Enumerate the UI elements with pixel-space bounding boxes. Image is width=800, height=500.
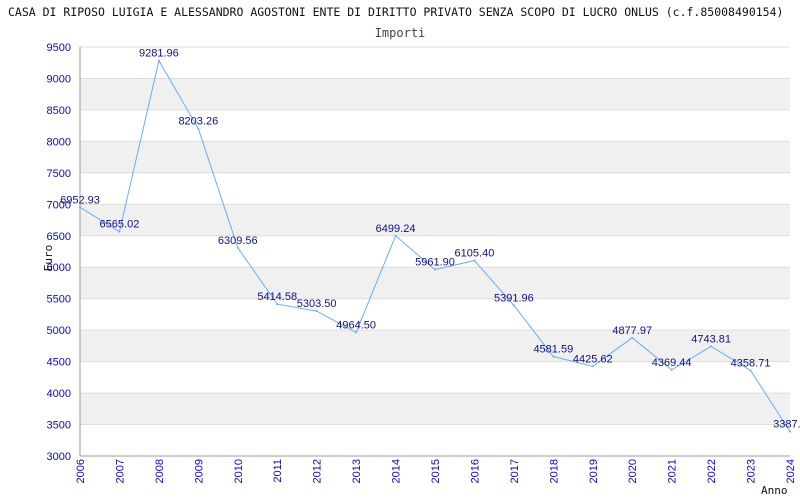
data-label: 6565.02 <box>100 219 140 231</box>
grid-band <box>80 204 790 236</box>
y-tick-label: 9000 <box>47 73 71 85</box>
y-tick-label: 4500 <box>47 357 71 369</box>
data-point <box>276 303 279 306</box>
data-point <box>197 127 200 130</box>
data-label: 4581.59 <box>533 343 573 355</box>
data-point <box>710 345 713 348</box>
data-labels: 6952.93 6565.02 9281.96 8203.26 6309.56 5414.… <box>60 48 800 431</box>
data-label: 4743.81 <box>691 333 731 345</box>
data-point <box>355 331 358 334</box>
x-tick-label: 2013 <box>351 459 363 483</box>
data-point <box>631 336 634 339</box>
y-tick-labels: 3000 3500 4000 4500 5000 5500 6000 6500 7000 7500… <box>47 42 71 463</box>
y-tick-label: 5500 <box>47 294 71 306</box>
grid-lines <box>80 46 790 457</box>
y-axis-label: Euro <box>42 245 55 272</box>
data-label: 4358.71 <box>731 358 771 370</box>
y-tick-label: 6000 <box>47 262 71 274</box>
x-tick-label: 2020 <box>627 459 639 483</box>
x-tick-label: 2014 <box>391 459 403 483</box>
x-tick-label: 2017 <box>509 459 521 483</box>
x-tick-label: 2012 <box>312 459 324 483</box>
series-group <box>79 59 791 433</box>
x-tick-label: 2021 <box>667 459 679 483</box>
y-tick-label: 3500 <box>47 420 71 432</box>
data-label: 6499.24 <box>376 223 416 235</box>
x-tick-label: 2011 <box>272 459 284 483</box>
x-axis-label: Anno <box>761 484 788 497</box>
chart-subtitle: Importi <box>375 26 426 40</box>
data-label: 5391.96 <box>494 292 534 304</box>
x-tick-label: 2024 <box>785 459 797 483</box>
data-point <box>591 365 594 368</box>
data-point <box>749 369 752 372</box>
x-tick-label: 2010 <box>233 459 245 483</box>
y-tick-label: 3000 <box>47 451 71 463</box>
data-point <box>79 206 81 209</box>
data-label: 8203.26 <box>178 116 218 128</box>
data-point <box>552 355 555 358</box>
x-tick-label: 2006 <box>75 459 87 483</box>
y-tick-label: 6500 <box>47 231 71 243</box>
data-point <box>157 59 160 62</box>
x-tick-label: 2007 <box>114 459 126 483</box>
grid-band <box>80 267 790 299</box>
data-point <box>118 230 121 233</box>
data-point <box>434 268 436 271</box>
data-label: 4964.50 <box>336 319 376 331</box>
data-label: 3387.7 <box>773 419 800 431</box>
data-point <box>394 234 397 237</box>
data-point <box>315 310 318 313</box>
data-label: 5414.58 <box>257 291 297 303</box>
data-label: 9281.96 <box>139 48 179 60</box>
x-tick-labels: 2006 2007 2008 2009 2010 2011 2012 2013 2014 2015… <box>75 459 797 483</box>
data-label: 5303.50 <box>297 298 337 310</box>
data-point <box>236 246 239 249</box>
y-tick-label: 7000 <box>47 199 71 211</box>
data-label: 4425.62 <box>573 353 613 365</box>
y-tick-label: 4000 <box>47 388 71 400</box>
data-label: 4369.44 <box>652 357 692 369</box>
data-point <box>473 259 476 262</box>
x-tick-label: 2008 <box>154 459 166 483</box>
y-tick-label: 8500 <box>47 105 71 117</box>
y-tick-label: 8000 <box>47 136 71 148</box>
x-tick-label: 2023 <box>746 459 758 483</box>
x-tick-label: 2009 <box>193 459 205 483</box>
x-tick-label: 2018 <box>548 459 560 483</box>
grid-band <box>80 78 790 110</box>
x-tick-label: 2016 <box>469 459 481 483</box>
y-tick-label: 9500 <box>47 42 71 54</box>
y-tick-label: 5000 <box>47 325 71 337</box>
grid-bands <box>80 78 790 425</box>
data-point <box>670 368 673 371</box>
data-point <box>512 304 515 307</box>
data-label: 4877.97 <box>612 325 652 337</box>
x-tick-label: 2019 <box>588 459 600 483</box>
data-label: 6952.93 <box>60 194 100 206</box>
grid-band <box>80 330 790 362</box>
y-tick-label: 7500 <box>47 168 71 180</box>
data-label: 5961.90 <box>415 257 455 269</box>
data-point <box>789 430 791 433</box>
grid-band <box>80 141 790 173</box>
data-label: 6105.40 <box>455 248 495 260</box>
grid-band <box>80 393 790 425</box>
x-tick-label: 2022 <box>706 459 718 483</box>
data-label: 6309.56 <box>218 235 258 247</box>
x-tick-label: 2015 <box>430 459 442 483</box>
chart-title: CASA DI RIPOSO LUIGIA E ALESSANDRO AGOST… <box>8 5 783 19</box>
